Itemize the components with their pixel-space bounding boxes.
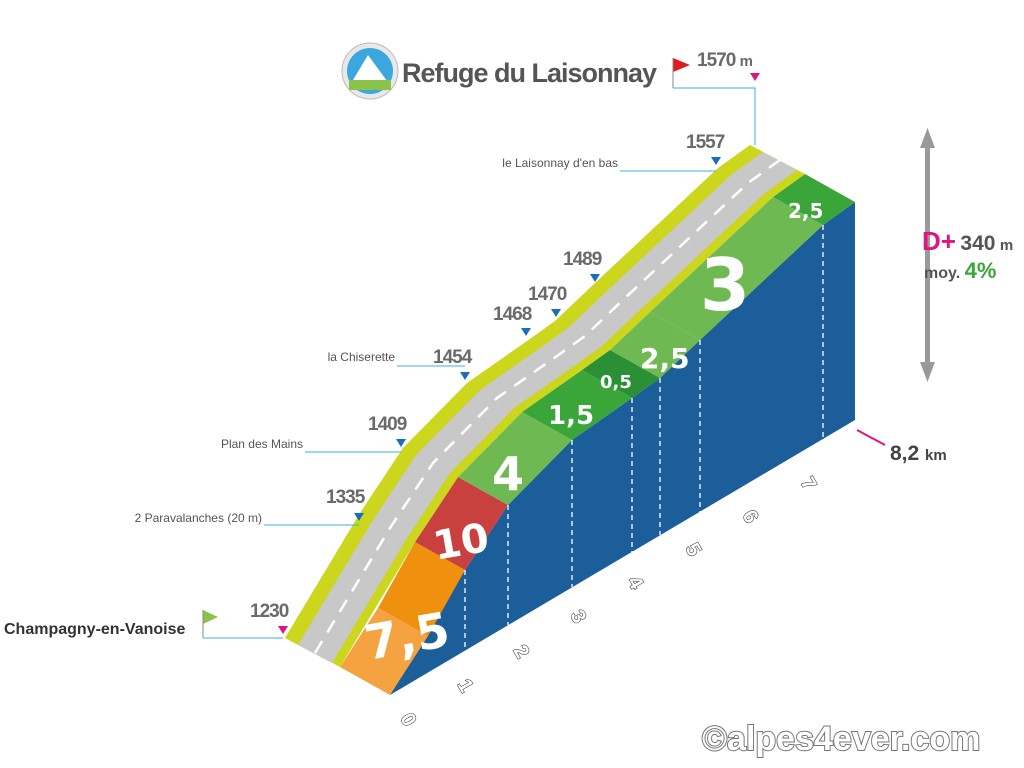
waypoints: 1557 le Laisonnay d'en bas 1489 1470 146… (135, 132, 726, 526)
marker (278, 626, 288, 634)
start-flag (203, 610, 218, 624)
average-label: moy. (924, 265, 960, 282)
gradient-label: 0,5 (600, 372, 632, 393)
km-tick-label: 6 (738, 507, 763, 528)
segment-divider (464, 225, 824, 651)
waypoint-elevation: 1468 (493, 304, 532, 325)
gradient-label: 2,5 (640, 342, 690, 375)
distance-pointer (856, 429, 886, 446)
waypoint-label: la Chiserette (328, 350, 396, 364)
marker (750, 73, 760, 81)
gradient-label: 4 (492, 447, 524, 501)
gain: D+ 340 m (922, 226, 1013, 256)
gain-value: 340 (960, 232, 995, 255)
summit-elevation: 1570 m (697, 50, 753, 71)
summit-unit: m (740, 53, 753, 70)
gradient-band (340, 174, 855, 695)
km-tick-label: 7 (796, 474, 821, 495)
start-name: Champagny-en-Vanoise (4, 621, 185, 638)
waypoint-elevation: 1557 (686, 132, 725, 153)
start-elevation: 1230 (250, 601, 289, 622)
distance-unit: km (925, 447, 947, 464)
gradient-label: 1,5 (548, 401, 594, 431)
waypoint-elevation: 1409 (368, 414, 407, 435)
title: Refuge du Laisonnay (402, 58, 657, 88)
waypoint-elevation: 1470 (528, 284, 567, 305)
gain-label: D+ (922, 226, 956, 256)
leader-line (673, 87, 756, 145)
gain-unit: m (1000, 237, 1013, 254)
summit-value: 1570 (697, 50, 736, 71)
gradient-label: 3 (700, 243, 750, 327)
title-icon (341, 42, 399, 100)
km-tick-label: 4 (623, 573, 648, 594)
gradient-label: 2,5 (788, 199, 823, 223)
km-tick-label: 2 (509, 642, 534, 663)
km-tick-label: 3 (566, 607, 591, 628)
waypoint-label: le Laisonnay d'en bas (502, 156, 618, 170)
distance: 8,2 km (890, 442, 947, 465)
km-tick-label: 0 (396, 710, 421, 731)
profile-wall (390, 202, 855, 695)
road-centerline (313, 158, 781, 654)
average-value: 4% (965, 258, 997, 283)
waypoint-elevation: 1335 (326, 487, 366, 508)
waypoint-elevation: 1454 (433, 347, 473, 368)
credit: ©alpes4ever.com (702, 720, 980, 758)
waypoint-elevation: 1489 (563, 249, 602, 270)
km-tick-label: 5 (681, 540, 706, 561)
gradient-label: 10 (430, 515, 493, 570)
average: moy. 4% (924, 258, 996, 283)
distance-value: 8,2 (890, 442, 919, 465)
km-tick-label: 1 (453, 676, 478, 697)
waypoint-label: 2 Paravalanches (20 m) (135, 511, 262, 525)
summit-flag (673, 58, 690, 72)
waypoint-label: Plan des Mains (221, 437, 303, 451)
elevation-arrow (920, 128, 935, 382)
road (298, 152, 797, 663)
